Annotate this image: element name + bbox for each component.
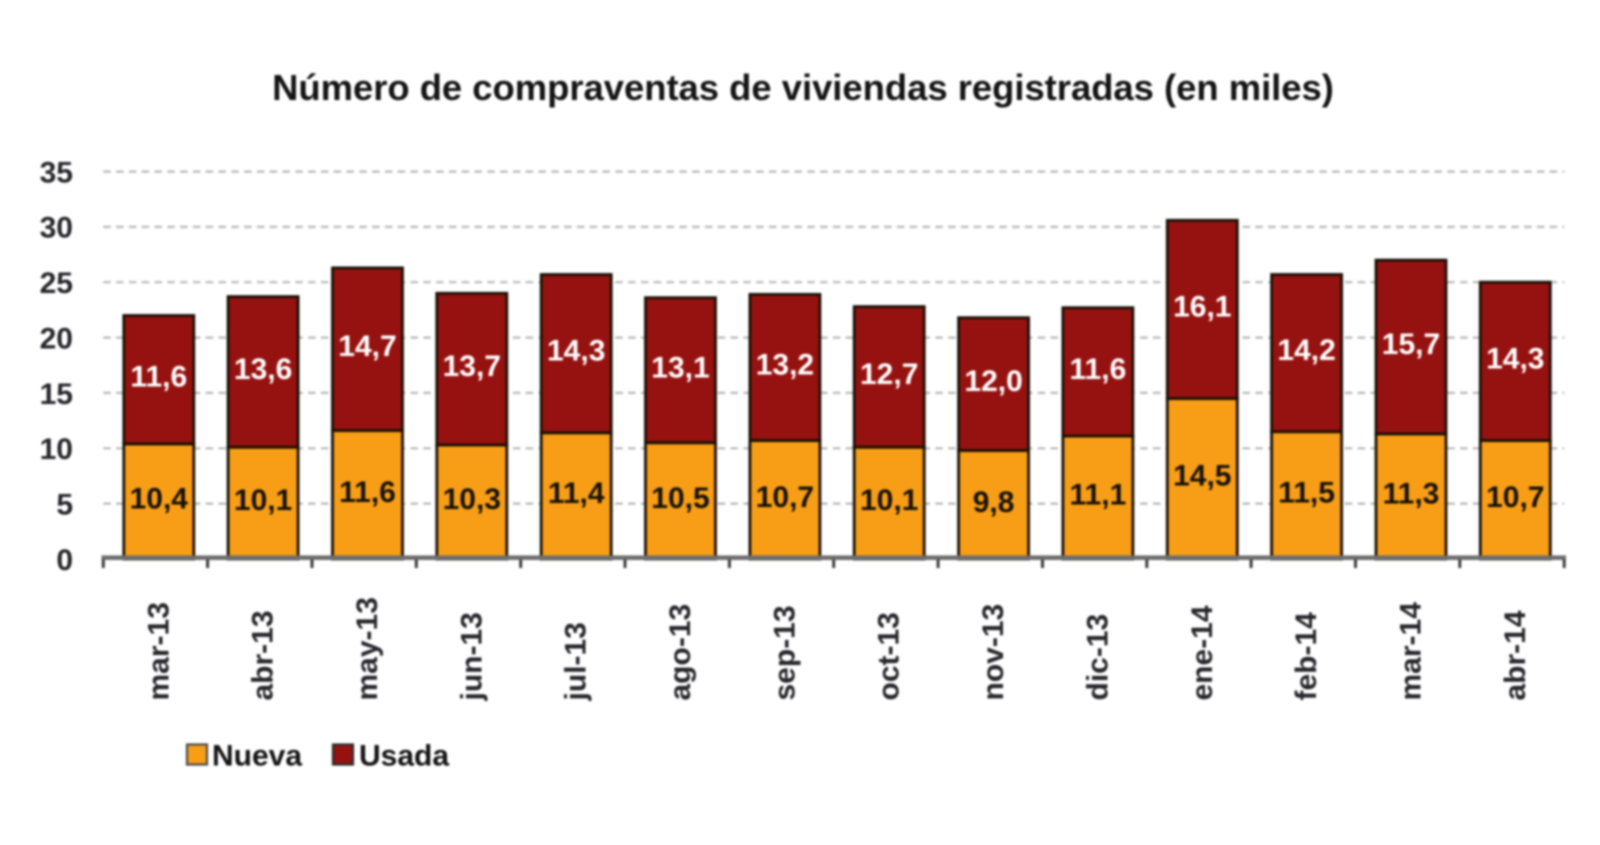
svg-text:11,4: 11,4 [548,477,605,510]
svg-text:may-13: may-13 [351,597,384,700]
svg-text:feb-14: feb-14 [1290,612,1323,701]
svg-text:13,1: 13,1 [651,351,709,384]
svg-text:0: 0 [56,544,73,577]
svg-text:10,5: 10,5 [651,482,709,515]
svg-text:9,8: 9,8 [973,486,1015,519]
svg-text:11,1: 11,1 [1070,479,1127,512]
svg-text:10: 10 [40,433,73,466]
svg-text:mar-14: mar-14 [1395,602,1428,701]
svg-text:ago-13: ago-13 [664,604,697,701]
svg-text:10,1: 10,1 [234,484,292,517]
svg-text:13,6: 13,6 [234,353,292,386]
svg-text:11,6: 11,6 [339,476,396,509]
svg-text:5: 5 [56,488,73,521]
svg-text:20: 20 [40,322,73,355]
svg-text:15,7: 15,7 [1382,328,1440,361]
svg-text:abr-14: abr-14 [1499,610,1532,700]
svg-text:10,4: 10,4 [130,482,189,515]
svg-text:abr-13: abr-13 [247,610,280,700]
svg-text:jul-13: jul-13 [560,622,593,701]
svg-text:Número de compraventas de vivi: Número de compraventas de viviendas regi… [272,67,1334,108]
svg-text:10,1: 10,1 [860,484,918,517]
svg-text:ene-14: ene-14 [1186,605,1219,700]
svg-text:Nueva: Nueva [212,740,302,773]
svg-text:sep-13: sep-13 [768,605,801,700]
svg-text:oct-13: oct-13 [873,612,906,700]
svg-text:14,7: 14,7 [338,330,396,363]
svg-text:15: 15 [40,378,73,411]
svg-text:13,7: 13,7 [443,350,501,383]
svg-text:11,6: 11,6 [1070,353,1127,386]
svg-text:14,3: 14,3 [547,335,605,368]
svg-text:Usada: Usada [359,740,449,773]
svg-text:30: 30 [40,212,73,245]
svg-text:14,3: 14,3 [1486,342,1544,375]
svg-text:35: 35 [40,156,73,189]
svg-text:jun-13: jun-13 [455,612,488,701]
svg-text:12,0: 12,0 [964,365,1022,398]
svg-text:16,1: 16,1 [1173,290,1231,323]
svg-text:11,5: 11,5 [1278,476,1335,509]
svg-text:11,6: 11,6 [130,361,187,394]
svg-text:14,5: 14,5 [1173,460,1231,493]
svg-text:11,3: 11,3 [1383,478,1440,511]
svg-text:13,2: 13,2 [756,349,814,382]
svg-text:12,7: 12,7 [860,358,918,391]
svg-text:nov-13: nov-13 [977,604,1010,701]
svg-text:dic-13: dic-13 [1081,614,1114,701]
svg-text:10,7: 10,7 [756,481,814,514]
svg-text:10,3: 10,3 [443,483,501,516]
svg-text:10,7: 10,7 [1486,481,1544,514]
svg-text:mar-13: mar-13 [142,602,175,700]
svg-text:25: 25 [40,267,73,300]
svg-text:14,2: 14,2 [1277,334,1335,367]
